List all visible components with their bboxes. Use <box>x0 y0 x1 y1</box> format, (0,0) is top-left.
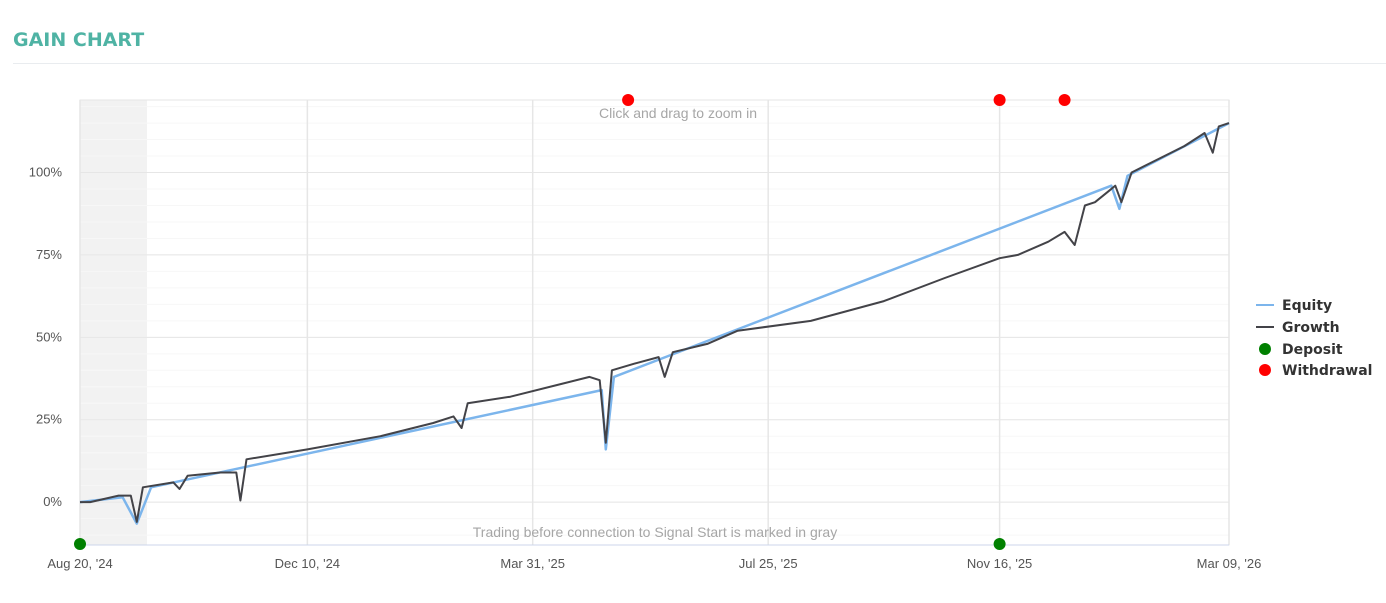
x-tick-label: Nov 16, '25 <box>967 556 1032 571</box>
y-tick-label: 75% <box>36 247 62 262</box>
withdrawal-marker[interactable] <box>993 94 1006 106</box>
deposit-marker[interactable] <box>74 538 86 550</box>
x-tick-label: Jul 25, '25 <box>739 556 798 571</box>
y-tick-label: 100% <box>29 165 63 180</box>
page-title: GAIN CHART <box>13 29 145 51</box>
zoom-hint: Click and drag to zoom in <box>599 105 757 121</box>
legend-withdrawal-symbol[interactable] <box>1259 364 1271 376</box>
y-tick-label: 50% <box>36 329 62 344</box>
y-tick-label: 0% <box>43 494 62 509</box>
x-tick-label: Dec 10, '24 <box>275 556 340 571</box>
plot-area[interactable] <box>80 100 1229 545</box>
gray-region-note: Trading before connection to Signal Star… <box>473 524 837 540</box>
y-tick-label: 25% <box>36 412 62 427</box>
x-tick-label: Mar 31, '25 <box>500 556 565 571</box>
legend-deposit-symbol[interactable] <box>1259 343 1271 355</box>
legend-deposit-label[interactable]: Deposit <box>1282 342 1343 358</box>
withdrawal-marker[interactable] <box>1058 94 1071 106</box>
x-tick-label: Aug 20, '24 <box>47 556 112 571</box>
legend-withdrawal-label[interactable]: Withdrawal <box>1282 363 1372 379</box>
withdrawal-marker[interactable] <box>622 94 635 106</box>
title-divider <box>13 63 1386 64</box>
growth-line[interactable] <box>80 122 1230 523</box>
legend-growth-label[interactable]: Growth <box>1282 320 1340 336</box>
deposit-marker[interactable] <box>993 538 1006 550</box>
legend-equity-label[interactable]: Equity <box>1282 298 1332 314</box>
x-tick-label: Mar 09, '26 <box>1197 556 1262 571</box>
pre-connection-band <box>80 100 147 545</box>
